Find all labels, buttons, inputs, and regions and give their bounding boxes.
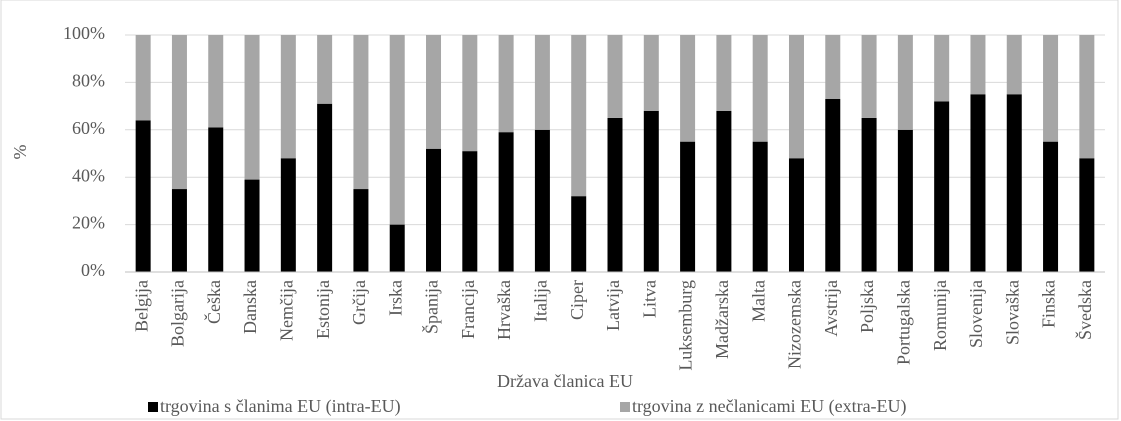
bar-segment	[426, 148, 442, 272]
bar-segment	[534, 129, 550, 272]
x-tick-label: Latvija	[603, 280, 623, 331]
x-tick-label: Hrvaška	[494, 280, 514, 340]
x-tick-label: Slovenija	[966, 280, 986, 348]
x-tick-label: Finska	[1039, 280, 1059, 328]
bar-segment	[135, 35, 151, 121]
x-tick-label: Litva	[639, 280, 659, 318]
x-tick-label: Ciper	[567, 280, 587, 320]
y-tick-label: 80%	[72, 71, 105, 91]
bar-segment	[571, 196, 587, 272]
x-axis-title: Država članica EU	[497, 371, 633, 391]
bar-segment	[752, 35, 768, 142]
x-tick-label: Slovaška	[1002, 280, 1022, 345]
bar-segment	[135, 120, 151, 272]
bar-segment	[1006, 94, 1022, 272]
bar-segment	[280, 158, 296, 272]
bar-segment	[825, 98, 841, 273]
y-tick-label: 60%	[72, 118, 105, 138]
bar-segment	[861, 35, 877, 118]
x-tick-label: Portugalska	[893, 280, 913, 365]
bar-segment	[534, 35, 550, 130]
x-tick-label: Malta	[748, 280, 768, 322]
bar-segment	[897, 129, 913, 272]
legend-swatch	[620, 402, 630, 412]
bar-segment	[498, 132, 514, 272]
bar-segment	[280, 35, 296, 159]
bar-segment	[389, 35, 405, 225]
x-tick-label: Avstrija	[821, 280, 841, 337]
bar-segment	[607, 35, 623, 118]
y-tick-label: 100%	[63, 23, 105, 43]
bar-segment	[788, 158, 804, 272]
bar-segment	[353, 35, 369, 190]
bar-segment	[171, 189, 187, 272]
bar-segment	[208, 127, 224, 273]
x-tick-label: Italija	[531, 280, 551, 322]
bar-segment	[1043, 141, 1059, 272]
bar-segment	[244, 179, 260, 272]
legend-label: trgovina s članima EU (intra-EU)	[160, 396, 401, 417]
bar-segment	[934, 101, 950, 272]
bar-segment	[861, 117, 877, 272]
x-tick-label: Danska	[240, 280, 260, 334]
bar-segment	[788, 35, 804, 159]
x-tick-label: Nizozemska	[785, 280, 805, 369]
x-tick-label: Češka	[203, 280, 224, 324]
legend-label: trgovina z nečlanicami EU (extra-EU)	[632, 396, 907, 417]
bar-segment	[498, 35, 514, 133]
bar-segment	[607, 117, 623, 272]
bar-segment	[716, 35, 732, 111]
x-tick-label: Madžarska	[712, 280, 732, 359]
x-tick-label: Romunija	[930, 280, 950, 351]
bar-segment	[1079, 158, 1095, 272]
bar-segment	[934, 35, 950, 102]
bar-segment	[426, 35, 442, 149]
y-tick-label: 0%	[81, 260, 105, 280]
x-tick-label: Švedska	[1074, 280, 1095, 340]
x-tick-label: Francija	[458, 280, 478, 339]
bar-segment	[208, 35, 224, 128]
bar-segment	[752, 141, 768, 272]
bar-segment	[317, 35, 333, 104]
x-tick-label: Belgija	[131, 280, 151, 332]
bar-segment	[1079, 35, 1095, 159]
x-tick-label: Luksemburg	[676, 280, 696, 371]
bar-segment	[389, 224, 405, 272]
bar-segment	[897, 35, 913, 130]
bar-segment	[462, 151, 478, 272]
bar-segment	[716, 110, 732, 272]
x-tick-label: Estonija	[313, 280, 333, 339]
x-tick-label: Bolgarija	[168, 280, 188, 347]
bar-segment	[680, 35, 696, 142]
bar-segment	[244, 35, 260, 180]
bar-segment	[353, 189, 369, 272]
bar-segment	[317, 103, 333, 272]
bar-segment	[643, 35, 659, 111]
bar-segment	[1006, 35, 1022, 95]
y-axis-title: %	[10, 145, 30, 160]
bar-segment	[171, 35, 187, 190]
bar-segment	[571, 35, 587, 197]
bar-segment	[970, 94, 986, 272]
bar-segment	[462, 35, 478, 152]
y-tick-label: 20%	[72, 213, 105, 233]
x-tick-label: Irska	[385, 280, 405, 316]
x-tick-label: Poljska	[857, 280, 877, 333]
bar-segment	[825, 35, 841, 99]
bar-segment	[1043, 35, 1059, 142]
x-tick-label: Španija	[421, 280, 442, 334]
bar-segment	[643, 110, 659, 272]
bar-segment	[970, 35, 986, 95]
y-tick-label: 40%	[72, 165, 105, 185]
x-tick-label: Grčija	[349, 280, 369, 325]
x-tick-label: Nemčija	[276, 280, 296, 341]
legend-swatch	[148, 402, 158, 412]
bar-segment	[680, 141, 696, 272]
